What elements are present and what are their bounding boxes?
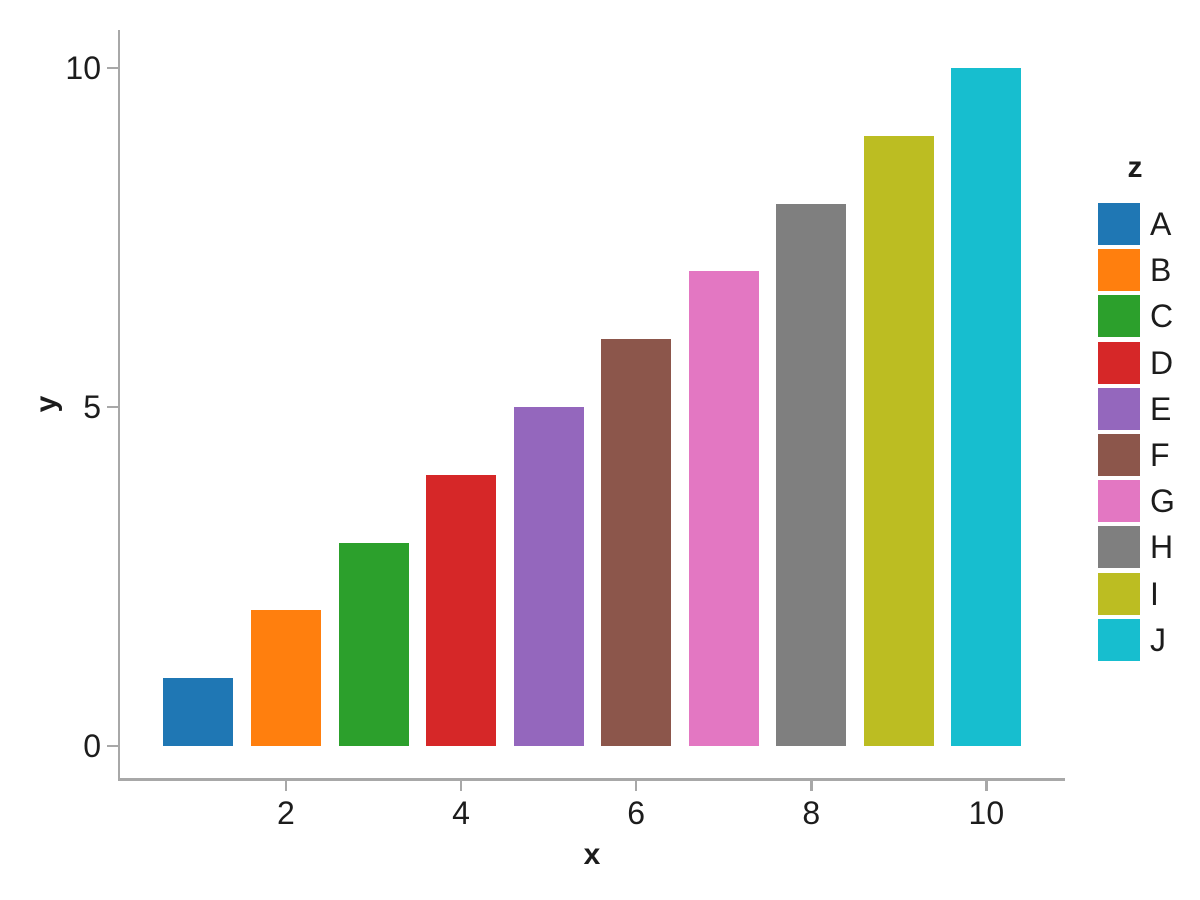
legend-swatch-icon [1098, 387, 1140, 430]
y-axis-title: y [30, 395, 63, 413]
x-tick-mark [810, 780, 813, 791]
x-tick-label: 10 [968, 795, 1005, 831]
y-tick-mark [107, 744, 118, 748]
legend-entry-label: D [1150, 344, 1174, 381]
legend-entry-label: G [1150, 483, 1175, 520]
y-tick-label: 10 [65, 50, 101, 86]
legend-title: z [1127, 151, 1143, 184]
legend-entry-J: J [1098, 618, 1172, 661]
bar-H [776, 203, 847, 746]
legend-swatch-icon [1098, 341, 1140, 384]
legend-swatch-icon [1098, 295, 1140, 338]
x-tick-label: 4 [452, 795, 470, 831]
bar-B [250, 610, 321, 746]
legend-swatch-icon [1098, 249, 1140, 292]
legend-entry-label: A [1150, 206, 1172, 242]
bar-G [688, 271, 759, 746]
bar-A [163, 678, 234, 746]
legend-entry-label: H [1150, 529, 1174, 566]
legend-entry-label: F [1150, 436, 1170, 473]
legend-entry-A: A [1098, 203, 1172, 245]
y-tick-label: 5 [83, 389, 101, 425]
bar-C [338, 542, 409, 746]
x-tick-mark [985, 780, 988, 791]
legend-swatch-icon [1098, 572, 1140, 615]
bar-E [513, 407, 584, 746]
legend-entry-H: H [1098, 526, 1174, 569]
legend-swatch-icon [1098, 480, 1140, 523]
x-tick-mark [459, 780, 463, 791]
legend-swatch-icon [1098, 526, 1140, 569]
legend-entry-label: E [1150, 390, 1172, 427]
y-tick-mark [107, 66, 118, 70]
x-tick-label: 6 [627, 795, 646, 831]
y-axis-line [117, 30, 120, 781]
y-tick-mark [107, 405, 118, 409]
legend-swatch-icon [1098, 618, 1140, 661]
legend-entry-D: D [1098, 341, 1174, 384]
x-axis-line [117, 778, 1065, 781]
x-tick-label: 2 [277, 795, 295, 831]
x-tick-mark [634, 780, 638, 791]
legend-entry-B: B [1098, 249, 1172, 292]
x-tick-mark [284, 780, 288, 791]
bar-D [426, 474, 497, 746]
legend-entry-G: G [1098, 480, 1175, 523]
legend-entry-label: C [1150, 298, 1174, 335]
bar-F [601, 339, 672, 746]
legend-swatch-icon [1098, 433, 1140, 476]
x-tick-label: 8 [802, 795, 821, 831]
legend-entry-C: C [1098, 295, 1174, 338]
bar-I [863, 135, 934, 746]
legend-entry-label: I [1150, 575, 1159, 612]
legend-swatch-icon [1098, 203, 1140, 245]
bar-J [951, 68, 1022, 746]
legend-entry-I: I [1098, 572, 1172, 615]
legend-entry-label: J [1150, 621, 1166, 658]
legend-entry-label: B [1150, 252, 1172, 289]
y-tick-label: 0 [83, 728, 101, 764]
legend-entry-E: E [1098, 387, 1172, 430]
x-axis-title: x [583, 838, 601, 871]
legend-entry-F: F [1098, 433, 1172, 476]
